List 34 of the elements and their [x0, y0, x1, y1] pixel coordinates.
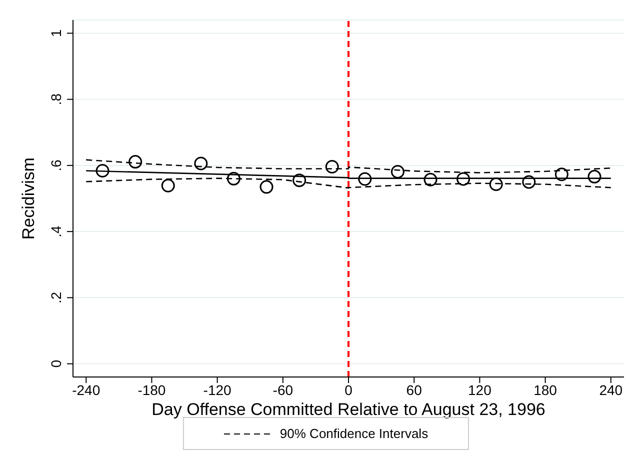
point [390, 164, 404, 178]
point [588, 170, 602, 184]
x-tick-label: 0 [344, 382, 353, 398]
legend-label: 90% Confidence Intervals [280, 426, 428, 441]
point [161, 178, 175, 192]
x-tick-label: -60 [272, 382, 294, 398]
x-tick-label: 240 [599, 382, 623, 398]
y-tick-label: .6 [48, 159, 64, 172]
y-tick-label: .8 [48, 93, 64, 106]
y-tick-label: 1 [48, 29, 64, 38]
point [226, 172, 240, 186]
point [522, 175, 536, 189]
y-tick-label: .4 [48, 226, 64, 238]
x-tick-label: -180 [138, 382, 166, 398]
point [292, 174, 306, 188]
y-tick-label: 0 [48, 360, 64, 368]
point [260, 180, 274, 194]
y-tick-label: .2 [48, 292, 64, 304]
x-axis-title: Day Offense Committed Relative to August 23, 1996 [152, 400, 546, 419]
x-tick-label: 60 [406, 382, 422, 398]
point [194, 156, 208, 170]
y-axis-title: Recidivism [19, 157, 38, 240]
point [456, 172, 470, 186]
point [325, 160, 339, 174]
x-tick-label: -240 [72, 382, 100, 398]
point [96, 164, 110, 178]
point [424, 172, 438, 186]
point [128, 155, 142, 169]
point [489, 178, 503, 192]
x-tick-label: -120 [203, 382, 232, 398]
x-tick-label: 180 [534, 382, 558, 398]
x-tick-label: 120 [468, 382, 492, 398]
point [554, 168, 568, 182]
point [358, 172, 372, 186]
